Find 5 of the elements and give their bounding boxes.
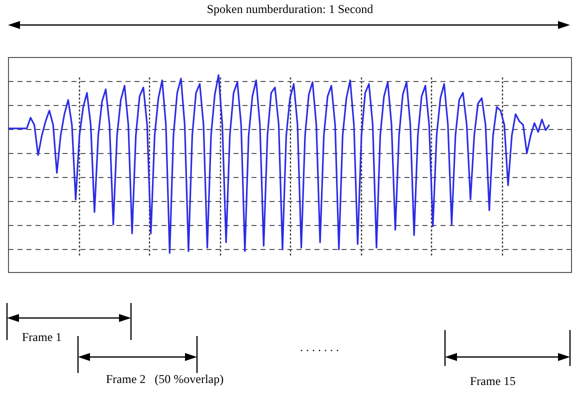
- chart-title: Spoken numberduration: 1 Second: [206, 2, 374, 17]
- text: . . . . . . .: [300, 340, 339, 355]
- text: Frame 15: [470, 374, 516, 389]
- text: Frame 2 (50 %overlap): [106, 372, 224, 387]
- text: Frame 1: [22, 330, 62, 345]
